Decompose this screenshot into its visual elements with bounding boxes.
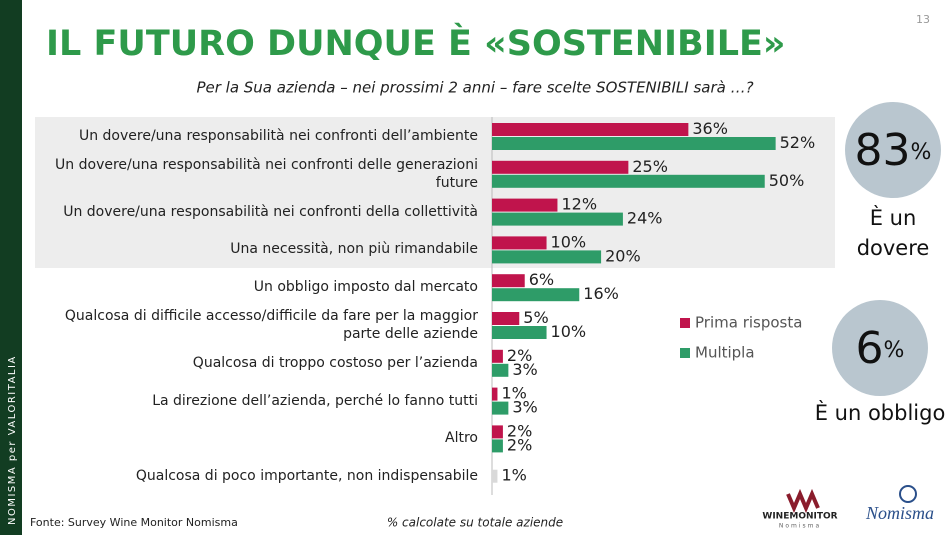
data-label: 2% [507, 435, 532, 454]
logo-text: Nomisma [779, 523, 821, 530]
sidebar-text: NOMISMA per VALORITALIA [7, 355, 18, 525]
category-label: Una necessità, non più rimandabile [230, 241, 478, 258]
bar [492, 349, 503, 363]
bar [492, 439, 503, 453]
bar [492, 326, 547, 339]
callout-caption: È un dovere [856, 206, 930, 260]
sidebar [0, 0, 22, 535]
note: % calcolate su totale aziende [387, 516, 563, 530]
data-label: 24% [627, 209, 663, 228]
category-label: Altro [445, 430, 478, 447]
data-label: 25% [632, 157, 668, 176]
data-label: 50% [769, 171, 805, 190]
data-label: 2% [507, 421, 532, 440]
bar [492, 469, 498, 483]
data-label: 6% [529, 270, 554, 289]
data-label: 52% [780, 133, 816, 152]
data-label: 1% [501, 384, 526, 403]
bar [492, 174, 765, 188]
bar [492, 123, 689, 136]
legend-swatch [680, 348, 690, 358]
bar [492, 137, 776, 150]
category-label: Qualcosa di poco importante, non indispe… [135, 468, 478, 485]
logo-mark [899, 485, 917, 503]
callout-number: 6 [856, 323, 884, 374]
category-label: Qualcosa di troppo costoso per l’azienda [192, 354, 478, 371]
bar [492, 274, 525, 288]
bar [492, 198, 558, 212]
data-label: 16% [583, 284, 619, 303]
bar [492, 160, 629, 174]
data-label: 1% [501, 466, 526, 485]
bar [492, 425, 503, 439]
bar [492, 387, 498, 401]
callout-value: 83% [855, 125, 932, 176]
page-number: 13 [916, 13, 930, 26]
chart-subtitle: Per la Sua azienda – nei prossimi 2 anni… [196, 79, 753, 97]
bar [492, 212, 623, 226]
legend-swatch [680, 318, 690, 328]
callout-circle [845, 102, 941, 198]
legend-label: Multipla [695, 344, 755, 362]
data-label: 12% [561, 195, 597, 214]
bar [492, 401, 509, 415]
data-label: 2% [507, 346, 532, 365]
category-label: Un dovere/una responsabilità nei confron… [55, 156, 478, 191]
legend-label: Prima risposta [695, 314, 802, 332]
bar [492, 250, 602, 264]
callout-value: 6% [856, 323, 905, 374]
data-label: 36% [692, 119, 728, 138]
callout-unit: % [884, 338, 905, 363]
bar [492, 288, 580, 302]
category-label: Un dovere/una responsabilità nei confron… [63, 203, 478, 220]
bar [492, 312, 520, 325]
slide-title: IL FUTURO DUNQUE È «SOSTENIBILE» [46, 22, 786, 64]
data-label: 3% [512, 360, 537, 379]
bar [492, 236, 547, 250]
category-label: Un obbligo imposto dal mercato [253, 279, 478, 296]
source: Fonte: Survey Wine Monitor Nomisma [30, 516, 238, 529]
data-label: 20% [605, 246, 641, 265]
callout-circle [832, 300, 928, 396]
logo-text: Nomisma [865, 503, 934, 523]
data-label: 5% [523, 308, 548, 327]
bar [492, 363, 509, 377]
callout-caption: È un obbligo [814, 401, 946, 425]
category-label: Qualcosa di difficile accesso/difficile … [64, 308, 478, 342]
data-label: 10% [551, 322, 587, 341]
logo-text: WINEMONITOR [762, 512, 837, 522]
callout-unit: % [911, 140, 932, 165]
logo-mark [786, 488, 820, 514]
data-label: 10% [551, 232, 587, 251]
callout-number: 83 [855, 125, 911, 176]
data-label: 3% [512, 398, 537, 417]
category-label: La direzione dell’azienda, perché lo fan… [152, 392, 478, 409]
category-label: Un dovere/una responsabilità nei confron… [78, 128, 478, 144]
